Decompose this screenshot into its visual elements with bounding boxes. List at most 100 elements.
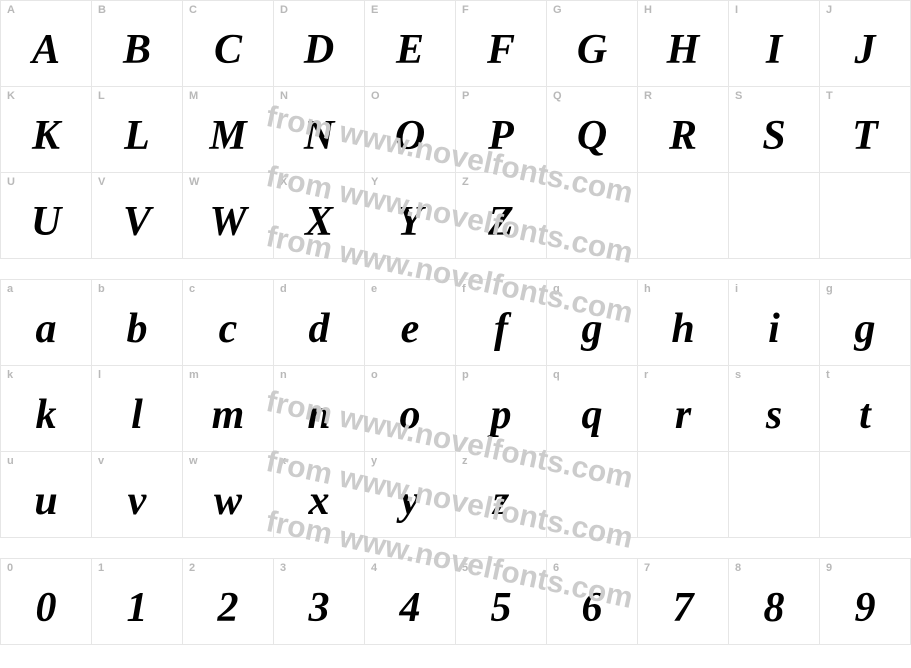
charmap-cell: LL <box>92 87 183 173</box>
charmap-cell: RR <box>638 87 729 173</box>
charmap-cell-glyph: T <box>852 115 878 157</box>
charmap-cell-glyph: A <box>32 29 60 71</box>
charmap-cell: 66 <box>547 559 638 645</box>
charmap-cell-key: T <box>826 90 833 102</box>
charmap-cell: YY <box>365 173 456 259</box>
charmap-cell-glyph: s <box>766 394 782 436</box>
charmap-cell-key: X <box>280 176 287 188</box>
charmap-cell: JJ <box>820 1 911 87</box>
charmap-cell-glyph: f <box>494 308 508 350</box>
charmap-cell: 33 <box>274 559 365 645</box>
charmap-cell-glyph: 2 <box>218 587 239 629</box>
charmap-cell-glyph: w <box>214 480 242 522</box>
charmap-cell: kk <box>1 366 92 452</box>
charmap-cell-key: F <box>462 4 469 16</box>
charmap-cell <box>638 173 729 259</box>
charmap-cell-key: g <box>553 283 560 295</box>
charmap-cell-key: c <box>189 283 195 295</box>
charmap-section-digits: 00112233445566778899 <box>0 558 911 645</box>
charmap-cell: BB <box>92 1 183 87</box>
charmap-cell: qq <box>547 366 638 452</box>
charmap-cell-key: K <box>7 90 15 102</box>
charmap-cell-glyph: 4 <box>400 587 421 629</box>
charmap-cell-glyph: H <box>667 29 700 71</box>
charmap-cell: xx <box>274 452 365 538</box>
charmap-cell: TT <box>820 87 911 173</box>
charmap-cell <box>729 452 820 538</box>
charmap-cell-key: a <box>7 283 13 295</box>
charmap-cell-key: S <box>735 90 742 102</box>
charmap-cell-glyph: G <box>577 29 607 71</box>
charmap-cell-key: 3 <box>280 562 286 574</box>
charmap-cell: yy <box>365 452 456 538</box>
charmap-cell-glyph: k <box>36 394 57 436</box>
charmap-cell: HH <box>638 1 729 87</box>
charmap-cell: OO <box>365 87 456 173</box>
charmap-cell-key: o <box>371 369 378 381</box>
charmap-cell-key: 8 <box>735 562 741 574</box>
charmap-cell: FF <box>456 1 547 87</box>
charmap-cell-key: V <box>98 176 105 188</box>
charmap-cell-glyph: O <box>395 115 425 157</box>
charmap-cell-key: 1 <box>98 562 104 574</box>
charmap-cell-glyph: E <box>396 29 424 71</box>
charmap-cell-key: H <box>644 4 652 16</box>
charmap-cell-glyph: r <box>675 394 691 436</box>
charmap-cell: gg <box>547 280 638 366</box>
charmap-cell-glyph: M <box>209 115 246 157</box>
charmap-cell-key: k <box>7 369 13 381</box>
charmap-cell-key: I <box>735 4 738 16</box>
charmap-cell-glyph: I <box>766 29 782 71</box>
charmap-cell: nn <box>274 366 365 452</box>
charmap-cell: NN <box>274 87 365 173</box>
charmap-cell-key: O <box>371 90 380 102</box>
charmap-cell-key: u <box>7 455 14 467</box>
charmap-cell: XX <box>274 173 365 259</box>
charmap-cell: EE <box>365 1 456 87</box>
charmap-cell: mm <box>183 366 274 452</box>
charmap-cell-key: y <box>371 455 377 467</box>
charmap-cell-key: Y <box>371 176 378 188</box>
charmap-cell: dd <box>274 280 365 366</box>
charmap-cell-glyph: U <box>31 201 61 243</box>
charmap-cell-key: 2 <box>189 562 195 574</box>
charmap-cell-glyph: y <box>401 480 420 522</box>
charmap-cell-key: p <box>462 369 469 381</box>
charmap-cell-glyph: 1 <box>127 587 148 629</box>
charmap-cell-glyph: 3 <box>309 587 330 629</box>
charmap-cell-key: 7 <box>644 562 650 574</box>
charmap-cell-key: e <box>371 283 377 295</box>
charmap-cell-key: G <box>553 4 562 16</box>
charmap-cell-glyph: i <box>768 308 780 350</box>
charmap-cell-glyph: v <box>128 480 147 522</box>
charmap-cell: DD <box>274 1 365 87</box>
charmap-cell-glyph: X <box>305 201 333 243</box>
charmap-cell-key: L <box>98 90 105 102</box>
charmap-cell: 77 <box>638 559 729 645</box>
charmap-cell-key: x <box>280 455 286 467</box>
charmap-cell: ii <box>729 280 820 366</box>
charmap-cell <box>820 452 911 538</box>
charmap-cell-key: h <box>644 283 651 295</box>
charmap-cell: uu <box>1 452 92 538</box>
charmap-cell: CC <box>183 1 274 87</box>
charmap-cell-glyph: S <box>762 115 785 157</box>
charmap-cell-glyph: Z <box>488 201 514 243</box>
charmap-cell-key: 4 <box>371 562 377 574</box>
charmap-cell: 55 <box>456 559 547 645</box>
charmap-cell: 00 <box>1 559 92 645</box>
charmap-cell: ss <box>729 366 820 452</box>
charmap-cell: rr <box>638 366 729 452</box>
charmap-cell-glyph: K <box>32 115 60 157</box>
charmap-cell-key: m <box>189 369 199 381</box>
charmap-cell: 22 <box>183 559 274 645</box>
charmap-section-lowercase: aabbccddeeffgghhiiggkkllmmnnooppqqrrsstt… <box>0 279 911 538</box>
charmap-cell: SS <box>729 87 820 173</box>
charmap-cell-glyph: a <box>36 308 57 350</box>
charmap-section-uppercase: AABBCCDDEEFFGGHHIIJJKKLLMMNNOOPPQQRRSSTT… <box>0 0 911 259</box>
charmap-cell-key: 6 <box>553 562 559 574</box>
charmap-cell: QQ <box>547 87 638 173</box>
charmap-cell: ff <box>456 280 547 366</box>
charmap-cell-key: J <box>826 4 832 16</box>
charmap-cell-glyph: D <box>304 29 334 71</box>
